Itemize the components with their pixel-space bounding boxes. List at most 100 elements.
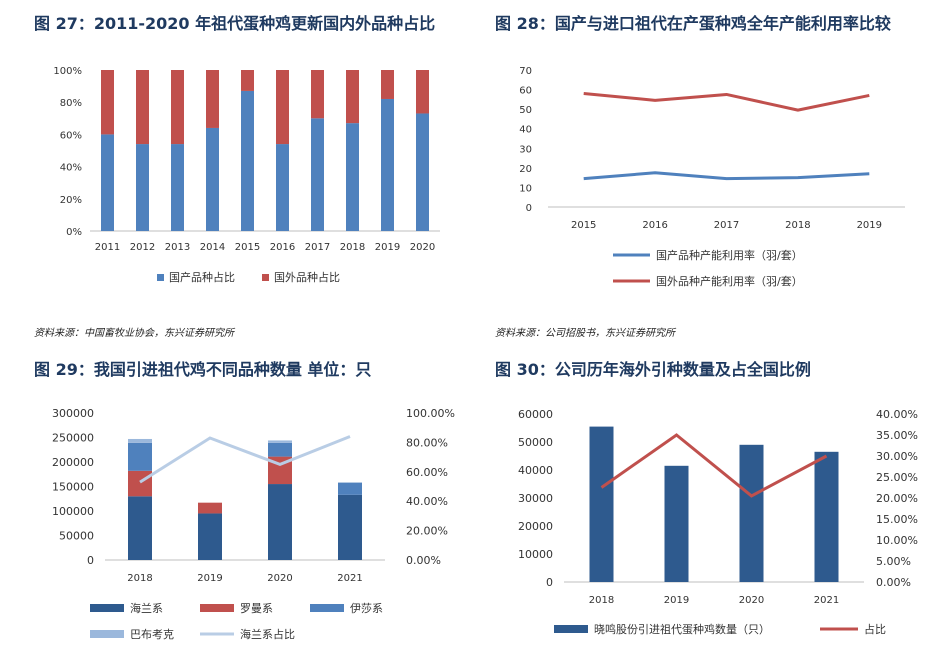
fig27-x-tick-label: 2018 [340, 242, 365, 253]
fig27-bar-domestic [416, 113, 429, 231]
fig29-bar-series-0 [198, 513, 222, 560]
fig27-x-tick-label: 2020 [410, 242, 435, 253]
fig30-y-right-tick-label: 0.00% [876, 576, 911, 589]
fig28-legend-label: 国外品种产能利用率（羽/套） [656, 274, 803, 288]
fig29-title: 图 29：我国引进祖代鸡不同品种数量 单位：只 [34, 360, 372, 379]
fig27-bar-foreign [276, 70, 289, 145]
fig27-title: 图 27：2011-2020 年祖代蛋种鸡更新国内外品种占比 [34, 14, 436, 33]
fig29-bar-series-1 [128, 470, 152, 497]
fig30-x-tick-label: 2020 [739, 595, 764, 606]
fig30-x-tick-label: 2021 [814, 595, 839, 606]
fig29-y-left-tick-label: 0 [87, 554, 94, 567]
fig28-x-tick-label: 2017 [714, 220, 739, 231]
fig30-x-tick-label: 2019 [664, 595, 689, 606]
fig30-y-left-tick-label: 60000 [518, 408, 553, 421]
fig27-bar-foreign [241, 70, 254, 91]
fig28-source: 资料来源：公司招股书，东兴证券研究所 [495, 328, 675, 339]
fig27-x-tick-label: 2017 [305, 242, 330, 253]
fig29-y-left-tick-label: 50000 [59, 530, 94, 543]
fig27-y-tick-label: 20% [60, 195, 82, 206]
fig29-bar-series-3 [128, 438, 152, 443]
fig30-legend-swatch [554, 625, 588, 633]
fig29-x-tick-label: 2019 [197, 573, 222, 584]
fig27-y-tick-label: 100% [53, 66, 82, 77]
fig27-x-tick-label: 2011 [95, 242, 120, 253]
fig29-legend-label: 伊莎系 [350, 601, 383, 615]
fig30-y-left-tick-label: 0 [546, 576, 553, 589]
fig30-y-left-tick-label: 50000 [518, 436, 553, 449]
fig30-y-left-tick-label: 10000 [518, 548, 553, 561]
fig28-line-imported [583, 91, 870, 112]
fig27-bar-domestic [101, 134, 114, 231]
fig28-y-tick-label: 40 [519, 125, 532, 136]
fig29-x-tick-label: 2021 [337, 573, 362, 584]
fig30-legend-label: 晓鸣股份引进祖代蛋种鸡数量（只） [594, 622, 770, 636]
fig27-bar-foreign [346, 70, 359, 124]
fig27-x-tick-label: 2019 [375, 242, 400, 253]
fig27-y-tick-label: 60% [60, 130, 82, 141]
fig30-legend-label: 占比 [864, 622, 886, 636]
fig29-x-tick-label: 2020 [267, 573, 292, 584]
fig29-y-right-tick-label: 20.00% [406, 525, 448, 538]
fig30-y-left-tick-label: 40000 [518, 464, 553, 477]
fig27-x-tick-label: 2016 [270, 242, 295, 253]
fig29-legend-label: 罗曼系 [240, 602, 273, 615]
fig30-line-share [600, 433, 828, 498]
fig29-bar-series-2 [338, 482, 362, 495]
fig28-legend-label: 国产品种产能利用率（羽/套） [656, 248, 803, 262]
fig29-y-right-tick-label: 80.00% [406, 436, 448, 449]
fig29-legend-swatch [90, 630, 124, 638]
fig29-legend-swatch [90, 604, 124, 612]
fig29-x-tick-label: 2018 [127, 573, 152, 584]
fig29-y-left-tick-label: 100000 [52, 505, 94, 518]
fig27-x-tick-label: 2015 [235, 242, 260, 253]
fig27-legend-swatch [262, 274, 269, 281]
fig29-bar-series-2 [268, 442, 292, 457]
fig27-y-tick-label: 80% [60, 98, 82, 109]
fig30-y-right-tick-label: 10.00% [876, 534, 918, 547]
fig29-legend-swatch [310, 604, 344, 612]
fig28-y-tick-label: 30 [519, 144, 532, 155]
fig27-source: 资料来源：中国畜牧业协会，东兴证券研究所 [34, 328, 234, 339]
fig27-bar-domestic [136, 144, 149, 231]
fig30-bar [589, 426, 614, 582]
fig30-y-right-tick-label: 40.00% [876, 408, 918, 421]
fig28-y-tick-label: 0 [526, 203, 532, 214]
fig29-legend-label: 海兰系占比 [240, 627, 295, 641]
fig27-bar-domestic [171, 144, 184, 231]
fig29-legend-label: 巴布考克 [130, 628, 174, 641]
fig27-bar-domestic [381, 98, 394, 231]
fig30-x-tick-label: 2018 [589, 595, 614, 606]
fig27-legend-label: 国外品种占比 [274, 270, 340, 284]
fig28-y-tick-label: 20 [519, 164, 532, 175]
fig30-y-left-tick-label: 20000 [518, 520, 553, 533]
fig30-y-right-tick-label: 25.00% [876, 471, 918, 484]
fig30-title: 图 30：公司历年海外引种数量及占全国比例 [495, 360, 811, 379]
fig28-x-tick-label: 2018 [785, 220, 810, 231]
fig30-bar [664, 465, 689, 582]
fig28-y-tick-label: 50 [519, 105, 532, 116]
fig27-bar-foreign [171, 70, 184, 145]
fig27-y-tick-label: 0% [66, 227, 82, 238]
fig29-bar-series-0 [268, 484, 292, 560]
fig29-line-hailan-share [139, 435, 351, 484]
fig27-legend-swatch [157, 274, 164, 281]
fig28-y-tick-label: 10 [519, 183, 532, 194]
fig29-bar-series-3 [268, 440, 292, 443]
fig27-bar-domestic [206, 127, 219, 231]
fig27-bar-domestic [241, 90, 254, 232]
fig28-x-tick-label: 2016 [642, 220, 667, 231]
fig27-bar-domestic [311, 118, 324, 231]
fig29-legend-swatch [200, 604, 234, 612]
fig29-bar-series-0 [128, 496, 152, 560]
fig27-bar-foreign [416, 70, 429, 114]
fig27-x-tick-label: 2013 [165, 242, 190, 253]
fig29-y-right-tick-label: 40.00% [406, 495, 448, 508]
fig27-x-tick-label: 2012 [130, 242, 155, 253]
fig30-bar [814, 451, 839, 582]
fig27-bar-foreign [136, 70, 149, 145]
fig29-legend-label: 海兰系 [130, 601, 163, 615]
fig29-bar-series-1 [198, 502, 222, 514]
fig30-y-right-tick-label: 35.00% [876, 429, 918, 442]
